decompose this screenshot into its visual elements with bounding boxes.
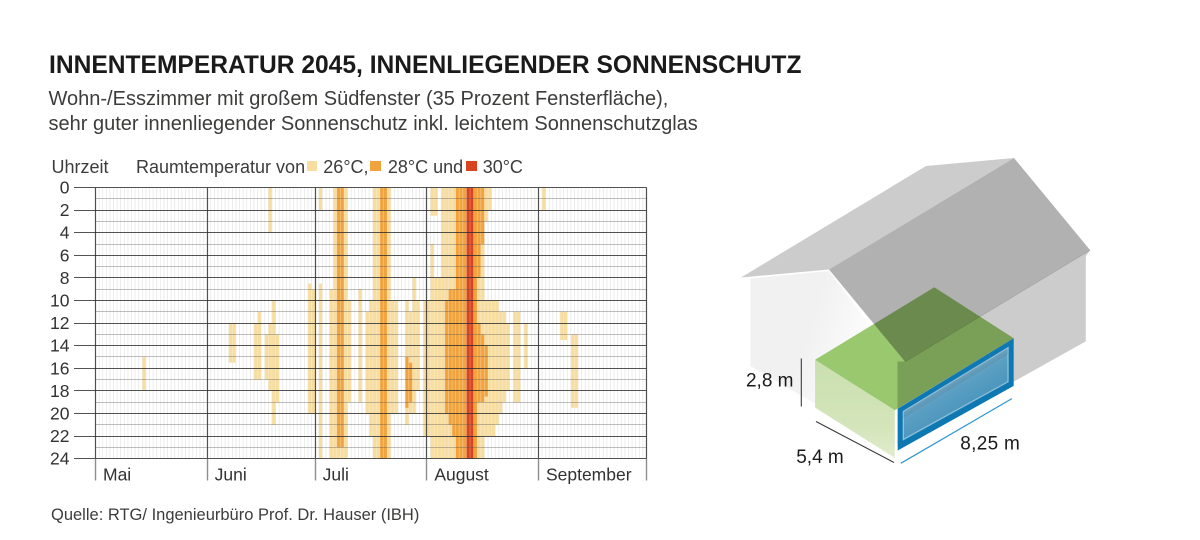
svg-text:22: 22 xyxy=(50,426,69,446)
svg-text:8: 8 xyxy=(60,268,70,288)
svg-text:August: August xyxy=(434,465,489,485)
svg-text:5,4 m: 5,4 m xyxy=(796,447,844,468)
svg-text:12: 12 xyxy=(50,313,69,333)
svg-text:20: 20 xyxy=(50,404,70,424)
svg-text:September: September xyxy=(546,465,632,485)
svg-text:8,25 m: 8,25 m xyxy=(960,434,1020,455)
svg-text:Juni: Juni xyxy=(215,465,247,485)
svg-text:6: 6 xyxy=(60,245,70,265)
svg-text:Juli: Juli xyxy=(323,465,349,485)
svg-text:Mai: Mai xyxy=(103,465,131,485)
svg-text:18: 18 xyxy=(50,381,69,401)
svg-text:4: 4 xyxy=(60,223,70,243)
svg-text:16: 16 xyxy=(50,358,69,378)
svg-text:2: 2 xyxy=(60,200,70,220)
svg-text:10: 10 xyxy=(50,291,70,311)
svg-text:0: 0 xyxy=(60,178,70,198)
svg-text:24: 24 xyxy=(50,449,70,469)
svg-text:2,8 m: 2,8 m xyxy=(746,371,794,392)
svg-text:14: 14 xyxy=(50,336,70,356)
